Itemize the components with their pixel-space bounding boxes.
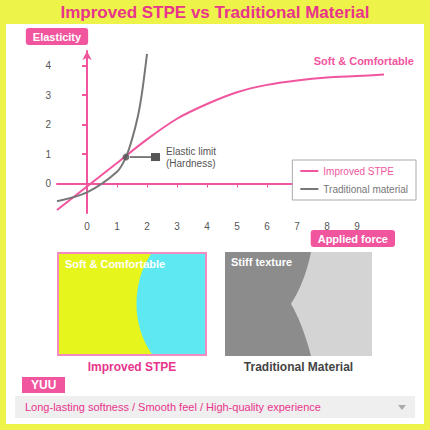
svg-text:Applied force: Applied force xyxy=(318,233,388,245)
html-text:Improved STPE: Improved STPE xyxy=(87,360,177,374)
svg-text:Soft & Comfortable: Soft & Comfortable xyxy=(314,55,414,67)
html-text:Soft & Comfortable: Soft & Comfortable xyxy=(65,258,166,270)
svg-text:7: 7 xyxy=(294,221,300,232)
svg-text:3: 3 xyxy=(174,221,180,232)
svg-text:4: 4 xyxy=(45,60,51,71)
html-text:Traditional Material: Traditional Material xyxy=(243,360,354,374)
html-text:Improved STPE vs Traditional M: Improved STPE vs Traditional Material xyxy=(60,3,370,22)
svg-text:Traditional material: Traditional material xyxy=(323,184,408,195)
html-text:Stiff texture: Stiff texture xyxy=(231,256,293,268)
svg-text:8: 8 xyxy=(324,221,330,232)
svg-text:Elastic limit: Elastic limit xyxy=(166,146,216,157)
svg-text:2: 2 xyxy=(144,221,150,232)
html-text:YUU: YUU xyxy=(31,378,57,392)
svg-text:Improved STPE: Improved STPE xyxy=(323,166,394,177)
svg-text:(Hardness): (Hardness) xyxy=(166,158,215,169)
svg-text:1: 1 xyxy=(45,149,51,160)
svg-text:Elasticity: Elasticity xyxy=(33,31,82,43)
svg-text:1: 1 xyxy=(114,221,120,232)
svg-text:4: 4 xyxy=(204,221,210,232)
svg-text:0: 0 xyxy=(84,221,90,232)
svg-text:9: 9 xyxy=(354,221,360,232)
svg-text:2: 2 xyxy=(45,119,51,130)
html-text:Long-lasting softness / Smooth: Long-lasting softness / Smooth feel / Hi… xyxy=(25,401,321,413)
svg-text:3: 3 xyxy=(45,90,51,101)
svg-text:0: 0 xyxy=(45,178,51,189)
svg-text:5: 5 xyxy=(234,221,240,232)
svg-text:6: 6 xyxy=(264,221,270,232)
